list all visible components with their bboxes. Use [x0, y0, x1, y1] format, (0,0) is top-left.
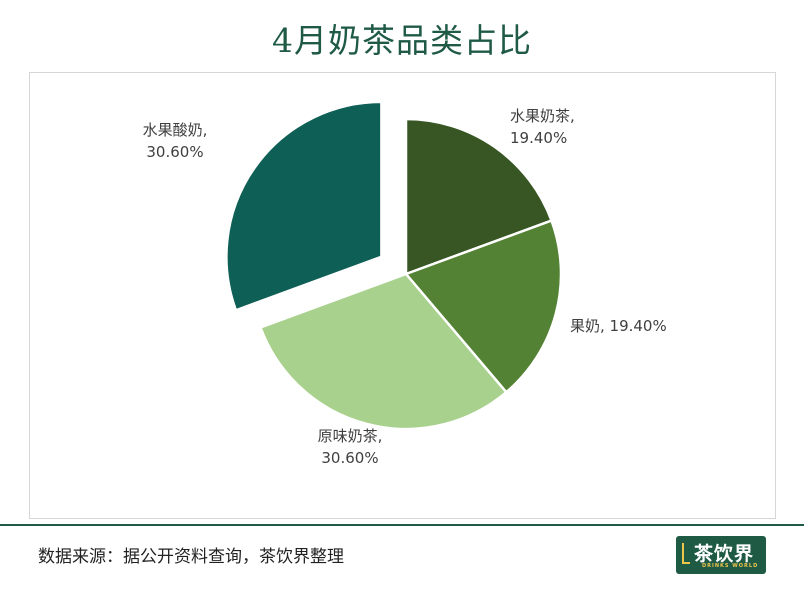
pie-slice — [225, 100, 383, 312]
pie-chart: 水果奶茶, 19.40% 果奶, 19.40% 原味奶茶, 30.60% 水果酸奶, 30.… — [143, 100, 667, 467]
pie-slice — [404, 117, 554, 276]
slice-label: 果奶, 19.40% — [570, 317, 667, 335]
chart-title: 4月奶茶品类占比 — [272, 21, 532, 60]
logo-mark-icon — [682, 543, 690, 564]
pie-slice — [403, 218, 563, 394]
slice-label: 水果奶茶, 19.40% — [510, 107, 575, 147]
slice-label: 水果酸奶, 30.60% — [143, 121, 208, 161]
pie-slice — [258, 272, 509, 431]
brand-logo: 茶饮界 DRINKS WORLD — [676, 536, 766, 574]
logo-text: 茶饮界 — [694, 543, 755, 565]
slice-label: 原味奶茶, 30.60% — [318, 427, 383, 467]
source-note: 数据来源：据公开资料查询，茶饮界整理 — [38, 547, 344, 567]
footer-divider — [0, 524, 804, 526]
logo-subtitle: DRINKS WORLD — [702, 563, 759, 569]
chart-area: 水果奶茶, 19.40% 果奶, 19.40% 原味奶茶, 30.60% 水果酸奶, 30.… — [29, 72, 776, 519]
